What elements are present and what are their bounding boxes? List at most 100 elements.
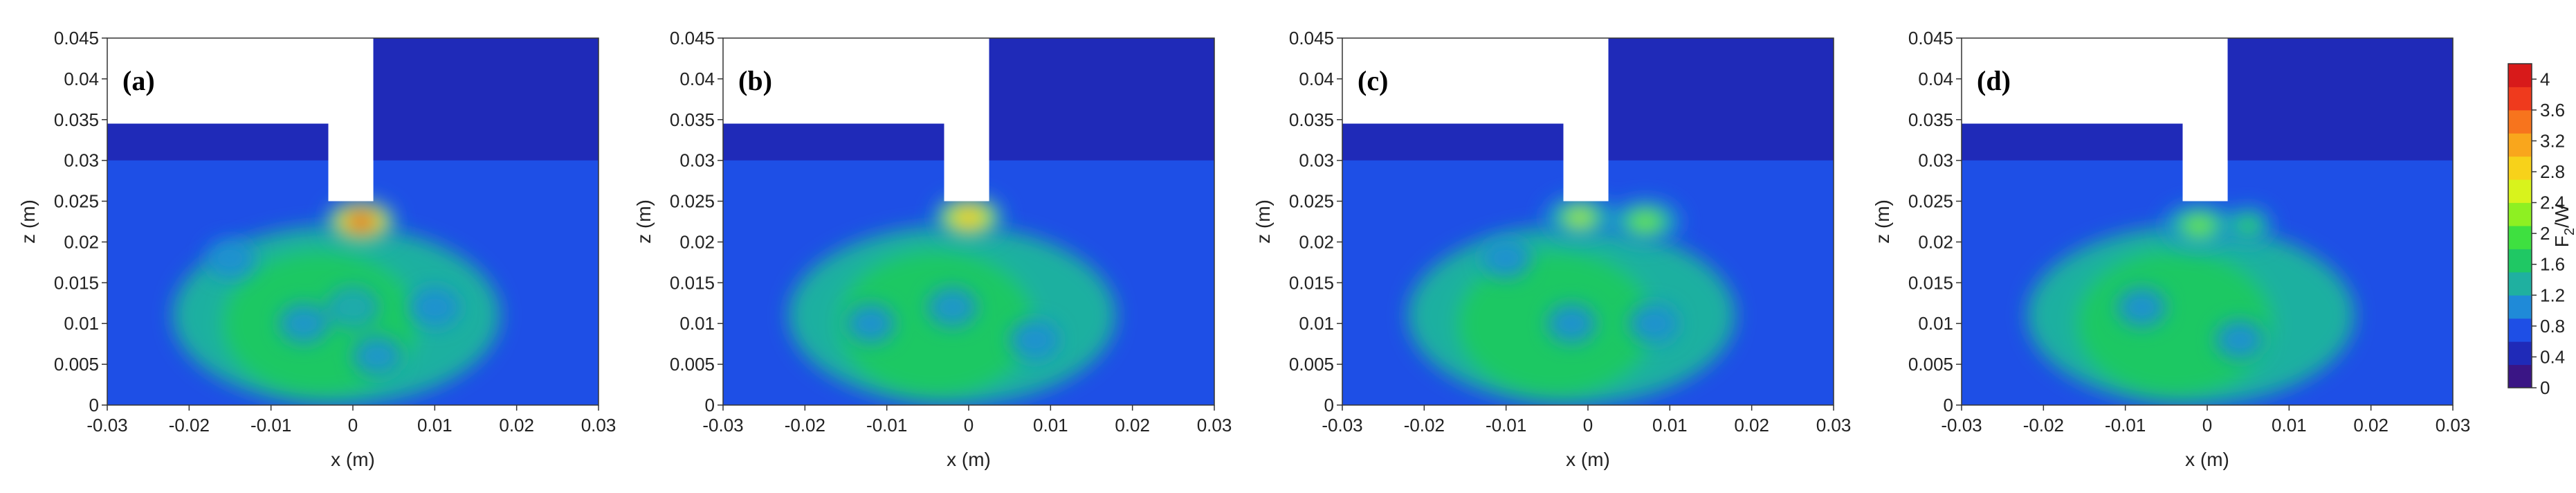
hotspot-mark [1571,212,1589,224]
panel-b: -0.03 -0.02 -0.01 0 0.01 0.02 0.03 0 0.005 0.01 0.… [633,28,1232,470]
y-tick-label: 0 [1324,395,1334,415]
y-tick-label: 0.01 [1299,313,1334,334]
colorbar-tick-label: 2 [2540,223,2550,244]
y-tick-label: 0.035 [1908,109,1953,130]
y-tick-label: 0.005 [1289,354,1334,375]
x-tick-label: 0.03 [2436,415,2471,436]
contour-field [1962,38,2453,405]
hotspot-mark [372,351,383,361]
y-tick-label: 0 [1944,395,1953,415]
x-tick-label: 0.02 [499,415,534,436]
y-tick-label: 0.015 [1289,272,1334,293]
y-tick-label: 0.035 [54,109,99,130]
field-upper-region [107,38,599,161]
x-tick-label: -0.02 [2023,415,2064,436]
y-tick-label: 0.03 [1918,150,1953,171]
y-tick-label: 0.025 [1908,191,1953,212]
y-tick-label: 0.045 [1908,28,1953,48]
panel-label: (d) [1977,65,2011,96]
colorbar-swatch [2508,295,2532,319]
y-tick-label: 0.025 [670,191,715,212]
colorbar-tick-label: 1.2 [2540,285,2565,305]
x-tick-label: 0 [348,415,358,436]
y-tick-label: 0 [89,395,99,415]
hotspot-mark [347,302,359,312]
x-tick-label: -0.02 [785,415,825,436]
hotspot-mark [946,302,958,312]
x-tick-label: 0.01 [417,415,453,436]
contour-field [107,38,599,405]
y-tick-label: 0.045 [1289,28,1334,48]
y-tick-label: 0.015 [670,272,715,293]
y-tick-label: 0.02 [1299,231,1334,252]
hotspot-mark [351,216,370,227]
y-tick-label: 0.005 [54,354,99,375]
y-tick-label: 0.03 [64,150,99,171]
y-tick-label: 0.03 [1299,150,1334,171]
x-tick-label: 0.01 [1652,415,1688,436]
x-axis-label: x (m) [947,449,991,470]
x-tick-label: -0.01 [866,415,907,436]
colorbar-frame [2508,63,2532,388]
x-tick-label: 0.02 [1115,415,1150,436]
x-tick-label: -0.03 [86,415,127,436]
x-tick-label: -0.03 [1322,415,1362,436]
y-tick-label: 0.005 [1908,354,1953,375]
colorbar-tick-label: 3.2 [2540,130,2565,151]
hotspot-mark [960,212,978,224]
plume-core-mark [2076,250,2273,397]
plume [2027,225,2355,405]
x-tick-label: 0.03 [581,415,616,436]
y-tick-label: 0.02 [64,231,99,252]
hotspots [206,199,459,375]
y-tick-label: 0.04 [1299,69,1334,89]
panel-label: (c) [1358,65,1388,96]
colorbar-swatch [2508,179,2532,204]
contour-field [723,38,1214,405]
hotspots [1482,195,1681,343]
colorbar-swatch [2508,133,2532,157]
colorbar-swatch [2508,109,2532,134]
x-tick-label: 0 [2202,415,2212,436]
y-tick-label: 0.015 [54,272,99,293]
y-tick-label: 0.045 [670,28,715,48]
hotspot-mark [428,302,441,312]
colorbar-title: F2/W [2551,204,2576,247]
hotspots [2118,203,2272,359]
contour-field [1342,38,1834,405]
y-tick-label: 0.025 [1289,191,1334,212]
x-tick-label: 0.02 [1734,415,1769,436]
panels: -0.03 -0.02 -0.01 0 0.01 0.02 0.03 0 0.005 0.01 0.… [17,28,2470,470]
colorbar-swatch [2508,156,2532,180]
hotspots [847,195,1058,359]
hotspot-mark [2242,221,2254,231]
x-tick-label: -0.01 [2105,415,2146,436]
x-axis-label: x (m) [1566,449,1610,470]
hotspot-mark [1500,253,1513,263]
y-tick-label: 0.01 [1918,313,1953,334]
y-tick-label: 0.035 [1289,109,1334,130]
x-tick-label: -0.02 [1404,415,1445,436]
y-tick-label: 0.035 [670,109,715,130]
colorbar-tick-label: 0 [2540,377,2550,398]
hotspot-mark [1636,216,1654,227]
x-tick-label: 0.01 [2272,415,2307,436]
hotspot-mark [2190,219,2209,231]
field-upper-region [1962,38,2453,161]
hotspot-mark [2234,334,2246,345]
x-tick-label: 0 [964,415,974,436]
colorbar-tick-label: 2.8 [2540,161,2565,182]
colorbar-tick-label: 0.4 [2540,346,2565,367]
x-tick-label: -0.03 [1941,415,1982,436]
y-tick-label: 0.04 [679,69,715,89]
y-axis-label: z (m) [1872,199,1893,244]
x-tick-label: 0.03 [1197,415,1232,436]
y-axis-label: z (m) [1252,199,1274,244]
panel-d: -0.03 -0.02 -0.01 0 0.01 0.02 0.03 0 0.005 0.01 0.… [1872,28,2470,470]
y-tick-label: 0.015 [1908,272,1953,293]
hotspot-mark [224,253,236,263]
colorbar-tick-label: 3.6 [2540,100,2565,120]
x-tick-label: 0 [1583,415,1593,436]
colorbar-swatch [2508,226,2532,249]
